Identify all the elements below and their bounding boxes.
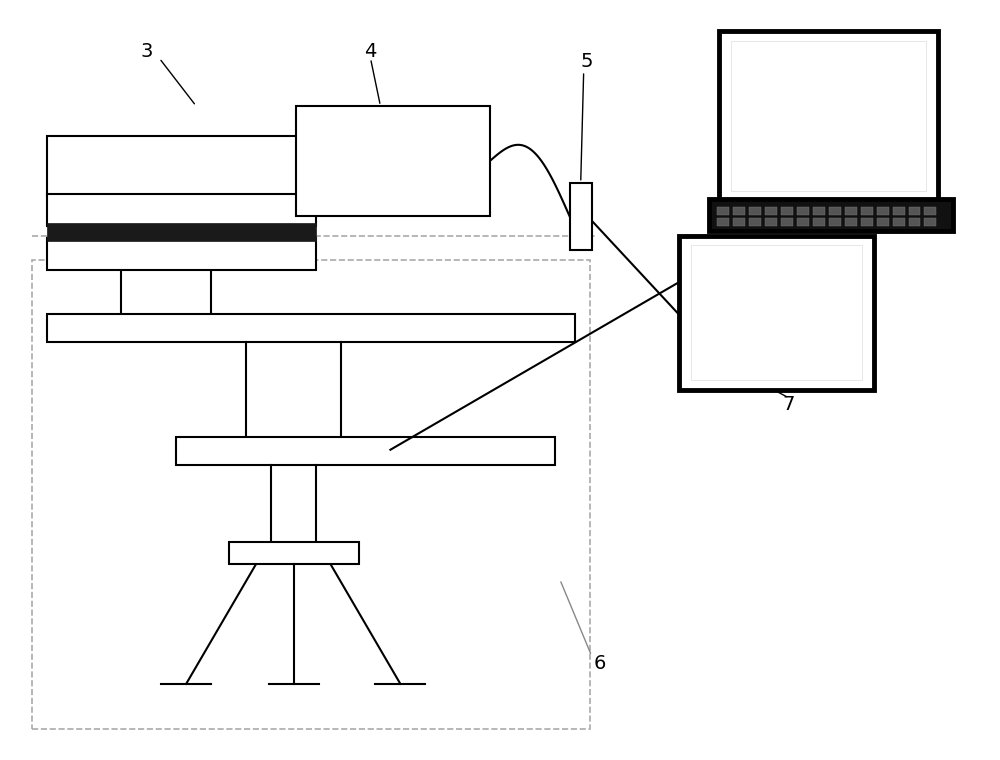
Bar [829,207,841,214]
Bar [731,41,926,191]
Text: 7: 7 [783,395,795,414]
Bar [877,207,889,214]
Text: 8: 8 [862,42,875,61]
Bar [47,194,316,226]
Bar [909,207,920,214]
Bar [296,106,490,216]
Bar [797,217,809,226]
Bar [861,217,873,226]
Bar [719,31,938,201]
Bar [717,217,729,226]
Bar [893,217,905,226]
Bar [781,217,793,226]
Bar [924,217,936,226]
Bar [570,182,592,251]
Bar [797,207,809,214]
Bar [709,198,953,230]
Text: 6: 6 [593,654,606,673]
Bar [176,437,555,464]
Bar [47,136,316,195]
Bar [813,217,825,226]
Bar [47,238,316,271]
Bar [893,207,905,214]
Bar [691,245,862,380]
Bar [47,314,575,342]
Bar [845,217,857,226]
Bar [47,223,316,240]
Bar [924,207,936,214]
Bar [845,207,857,214]
Bar [861,207,873,214]
Bar [749,207,761,214]
Bar [909,217,920,226]
Bar [733,207,745,214]
Bar [813,207,825,214]
Bar [749,217,761,226]
Bar [679,236,874,390]
Bar [781,207,793,214]
Bar [877,217,889,226]
Bar [829,217,841,226]
Bar [765,207,777,214]
Bar [717,207,729,214]
Bar [765,217,777,226]
Text: 3: 3 [140,42,152,61]
Text: 5: 5 [580,52,593,71]
Text: 4: 4 [364,42,377,61]
Bar [733,217,745,226]
Bar [32,261,590,729]
Bar [229,543,359,565]
